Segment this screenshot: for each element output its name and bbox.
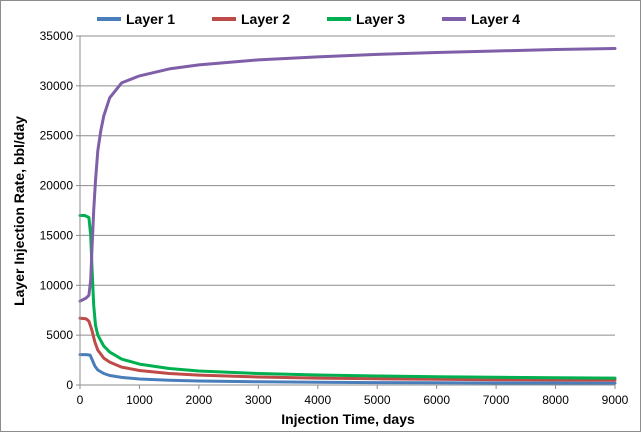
x-tick-label: 3000 [245,393,272,407]
legend-label-layer-3: Layer 3 [356,11,405,27]
y-tick-label: 0 [66,378,73,392]
series-line-layer-4 [78,47,617,303]
x-tick-label: 6000 [423,393,450,407]
legend-label-layer-4: Layer 4 [471,11,520,27]
x-tick-label: 9000 [602,393,629,407]
x-tick-label: 5000 [364,393,391,407]
x-tick-label: 7000 [483,393,510,407]
series-lines [78,47,617,385]
x-tick-label: 8000 [542,393,569,407]
x-tick-label: 4000 [304,393,331,407]
legend-label-layer-2: Layer 2 [241,11,290,27]
x-tick-label: 0 [77,393,84,407]
y-axis-title: Layer Injection Rate, bbl/day [11,116,27,306]
axes [76,35,616,389]
y-tick-label: 10000 [40,278,74,292]
y-tick-label: 5000 [46,328,73,342]
legend: Layer 1 Layer 2 Layer 3 Layer 4 [97,11,520,27]
tick-labels: 0 5000 10000 15000 20000 25000 30000 35000 0 1000… [40,29,629,407]
y-tick-label: 15000 [40,228,74,242]
gridlines [80,35,615,336]
y-tick-label: 30000 [40,79,74,93]
x-axis-title: Injection Time, days [281,411,415,427]
y-tick-label: 35000 [40,29,74,43]
series-line-layer-3 [78,214,617,380]
x-tick-label: 1000 [126,393,153,407]
series-line-layer-1 [78,353,617,385]
x-tick-label: 2000 [186,393,213,407]
y-tick-label: 25000 [40,129,74,143]
series-line-layer-2 [78,316,617,382]
legend-label-layer-1: Layer 1 [126,11,175,27]
y-tick-label: 20000 [40,179,74,193]
